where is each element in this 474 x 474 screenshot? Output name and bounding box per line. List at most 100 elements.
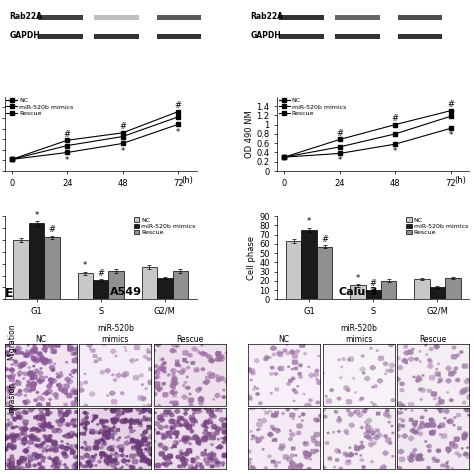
Text: (h): (h) [454, 176, 466, 185]
Text: GAPDH: GAPDH [250, 31, 281, 40]
Text: *: * [393, 147, 397, 156]
Bar [78, 273, 93, 300]
NC [175, 109, 181, 114]
Title: Rescue: Rescue [176, 335, 203, 344]
Text: Calu-3: Calu-3 [338, 287, 378, 297]
miR-520b mimics [448, 126, 454, 131]
Bar [156, 15, 201, 19]
Bar [286, 241, 301, 300]
NC [64, 137, 70, 143]
Legend: NC, miR-520b mimics, Rescue: NC, miR-520b mimics, Rescue [134, 217, 195, 235]
Title: NC: NC [36, 335, 46, 344]
miR-520b mimics [9, 156, 15, 162]
Text: #: # [175, 101, 182, 110]
Bar [280, 34, 324, 39]
miR-520b mimics [392, 141, 398, 147]
Text: *: * [448, 131, 453, 140]
Bar [350, 285, 365, 300]
Rescue [337, 144, 343, 150]
Title: miR-520b
mimics: miR-520b mimics [97, 324, 134, 344]
Line: miR-520b mimics: miR-520b mimics [10, 123, 180, 161]
Text: *: * [176, 128, 180, 137]
Bar [173, 271, 188, 300]
Text: Rab22A: Rab22A [9, 11, 42, 20]
Bar [280, 15, 324, 19]
Line: Rescue: Rescue [10, 115, 180, 161]
Text: Invasion: Invasion [8, 382, 16, 414]
Rescue [120, 134, 126, 139]
Bar [13, 240, 29, 300]
Text: #: # [336, 129, 343, 138]
Text: #: # [119, 122, 126, 131]
miR-520b mimics [282, 155, 287, 160]
Text: Rab22A: Rab22A [250, 11, 283, 20]
Bar [93, 280, 109, 300]
Bar [365, 290, 381, 300]
Text: *: * [83, 262, 87, 271]
Text: *: * [65, 155, 69, 164]
Legend: NC, miR-520b mimics, Rescue: NC, miR-520b mimics, Rescue [406, 217, 468, 235]
Bar [38, 15, 83, 19]
Text: #: # [447, 100, 454, 109]
NC [448, 108, 454, 113]
Bar [398, 34, 442, 39]
Rescue [282, 155, 287, 160]
Text: #: # [370, 279, 377, 288]
Line: miR-520b mimics: miR-520b mimics [283, 127, 453, 159]
Text: #: # [97, 269, 104, 278]
Line: NC: NC [283, 109, 453, 159]
NC [120, 130, 126, 136]
Bar [381, 281, 396, 300]
Bar [430, 287, 445, 300]
Title: Rescue: Rescue [419, 335, 447, 344]
Rescue [64, 143, 70, 148]
Bar [94, 15, 139, 19]
Bar [109, 271, 124, 300]
Text: *: * [337, 156, 342, 165]
Text: #: # [64, 130, 71, 139]
Legend: NC, miR-520b mimics, Rescue: NC, miR-520b mimics, Rescue [279, 98, 346, 116]
Bar [29, 223, 44, 300]
Bar [335, 15, 380, 19]
Title: NC: NC [279, 335, 290, 344]
Rescue [9, 156, 15, 162]
Bar [398, 15, 442, 19]
NC [337, 137, 343, 142]
NC [9, 156, 15, 162]
Rescue [175, 114, 181, 120]
miR-520b mimics [175, 121, 181, 127]
Rescue [448, 113, 454, 119]
Line: NC: NC [10, 110, 180, 161]
miR-520b mimics [64, 150, 70, 155]
Bar [445, 278, 461, 300]
Text: (h): (h) [182, 176, 193, 185]
Text: GAPDH: GAPDH [9, 31, 40, 40]
Text: #: # [48, 226, 55, 235]
Y-axis label: Cell phase: Cell phase [247, 236, 256, 280]
Rescue [392, 131, 398, 137]
Text: E: E [5, 287, 13, 300]
Text: Migration: Migration [8, 323, 16, 360]
Bar [156, 34, 201, 39]
Legend: NC, miR-520b mimics, Rescue: NC, miR-520b mimics, Rescue [6, 98, 73, 116]
Bar [157, 278, 173, 300]
Line: Rescue: Rescue [283, 115, 453, 159]
Bar [142, 267, 157, 300]
Text: *: * [35, 210, 39, 219]
NC [282, 155, 287, 160]
Text: #: # [392, 114, 399, 123]
Bar [335, 34, 380, 39]
Bar [38, 34, 83, 39]
Y-axis label: OD 490 NM: OD 490 NM [245, 110, 254, 158]
Bar [301, 230, 317, 300]
NC [392, 122, 398, 128]
Bar [414, 279, 430, 300]
Text: *: * [356, 274, 360, 283]
Text: *: * [307, 218, 311, 227]
Text: *: * [120, 146, 125, 155]
Text: A549: A549 [109, 287, 142, 297]
miR-520b mimics [337, 151, 343, 156]
Bar [94, 34, 139, 39]
miR-520b mimics [120, 141, 126, 146]
Text: #: # [321, 235, 328, 244]
